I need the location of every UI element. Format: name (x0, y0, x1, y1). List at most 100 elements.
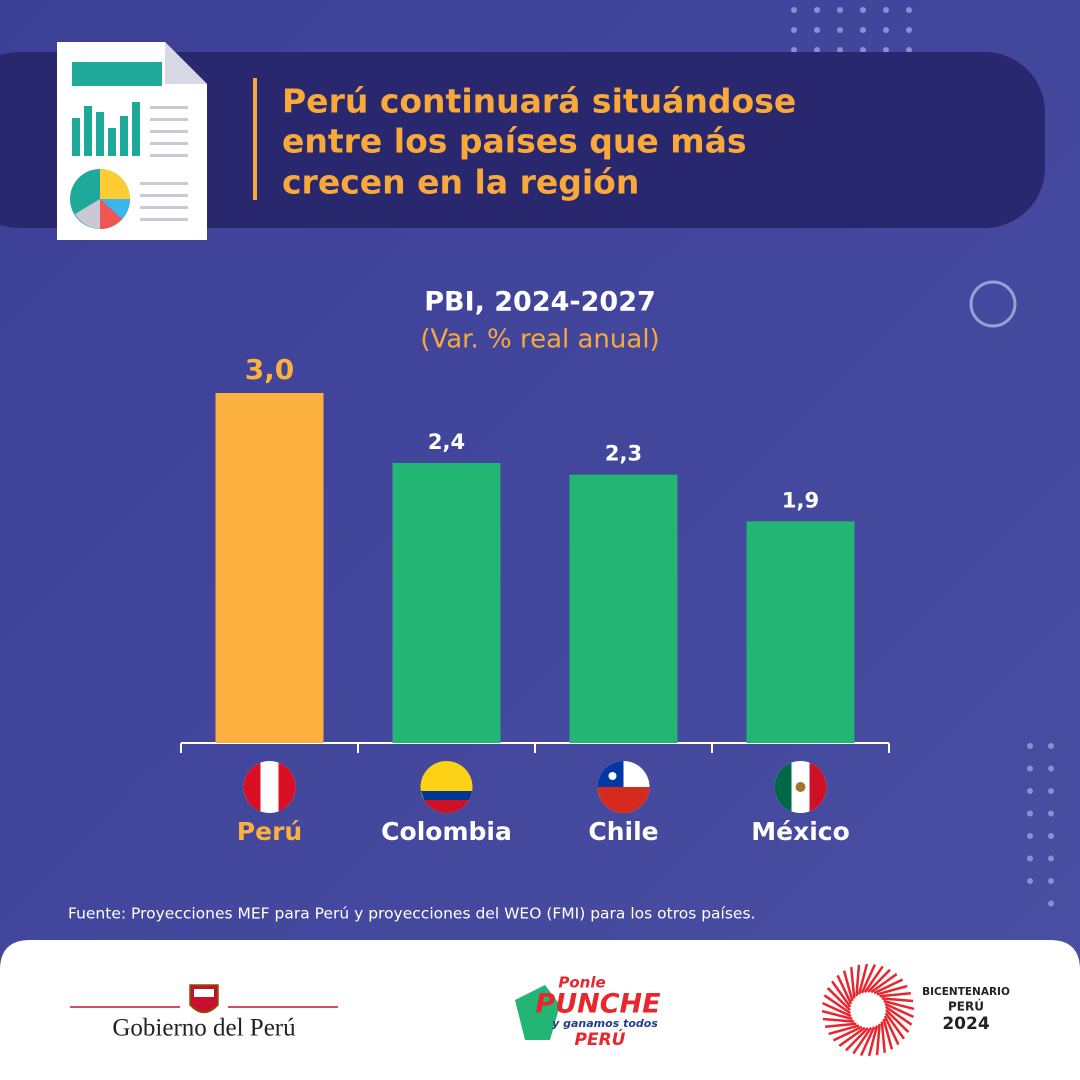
ray (883, 999, 915, 1011)
bar-chart: 3,0 Perú 2,4 Colombia 2,3 Chile 1,9 México (180, 353, 890, 846)
dot (1048, 878, 1054, 884)
bar (215, 393, 324, 743)
dot (883, 27, 889, 33)
headline: Perú continuará situándose (282, 82, 796, 121)
category-label: Colombia (381, 817, 512, 846)
flag (774, 762, 792, 812)
flag (795, 782, 806, 792)
dot (860, 27, 866, 33)
bar (569, 474, 678, 743)
punche-text: PUNCHE (535, 989, 661, 1020)
category-label: Chile (588, 817, 658, 846)
chart-title: PBI, 2024-2027 (424, 287, 656, 318)
bicentenario-logo (821, 963, 915, 1057)
ray (828, 1024, 860, 1036)
ray (831, 980, 852, 1008)
dot (906, 27, 912, 33)
dot (1048, 810, 1054, 817)
dot (1048, 765, 1054, 772)
header-band (0, 52, 1045, 228)
headline: entre los países que más (282, 122, 747, 161)
punche-text: PERÚ (575, 1028, 626, 1050)
header-accent (253, 78, 257, 200)
ray (876, 984, 908, 996)
ray (867, 1025, 879, 1057)
punche-text: y ganamos todos (552, 1017, 658, 1030)
value-label: 1,9 (782, 488, 819, 512)
dot (837, 27, 843, 33)
ray (852, 1027, 873, 1055)
dot (1027, 743, 1033, 749)
dot (1027, 855, 1033, 862)
headline: crecen en la región (282, 163, 639, 202)
flag (608, 772, 617, 780)
ray (842, 970, 854, 1002)
flag (424, 800, 469, 813)
value-label: 2,3 (605, 442, 642, 466)
decoration (791, 7, 1054, 907)
ring (969, 280, 1017, 328)
ray (863, 965, 884, 993)
bicentenario-text: PERÚ (948, 999, 984, 1014)
flag (420, 791, 473, 800)
dot (906, 7, 912, 13)
dot (1048, 855, 1054, 862)
dot (837, 7, 843, 13)
dot (1027, 810, 1033, 817)
ray (826, 987, 851, 1011)
dot (860, 47, 866, 53)
dot (1027, 788, 1033, 794)
chart-subtitle: (Var. % real anual) (420, 325, 659, 355)
ray (873, 978, 904, 995)
flag (597, 787, 650, 813)
ray (855, 964, 861, 997)
gobierno-text: Gobierno del Perú (112, 1015, 296, 1042)
document-icon (57, 42, 207, 240)
flag (278, 762, 296, 812)
dot (883, 47, 889, 53)
dot (814, 7, 820, 13)
ray (867, 968, 891, 993)
ray (870, 973, 898, 994)
ray (879, 992, 911, 998)
ray (822, 1017, 855, 1023)
dot (814, 47, 820, 53)
bicentenario-text: BICENTENARIO (922, 986, 1010, 998)
dot (814, 27, 820, 33)
dot (1048, 743, 1054, 749)
ray (875, 1023, 881, 1056)
flag (243, 762, 261, 812)
ray (850, 967, 856, 999)
ray (859, 1026, 876, 1056)
ray (838, 1026, 866, 1047)
ray (880, 1021, 886, 1053)
punche-logo: Ponle PUNCHE y ganamos todos PERÚ (515, 974, 661, 1050)
punche-text: Ponle (558, 974, 605, 992)
ray (832, 1025, 863, 1042)
dot (791, 47, 797, 53)
ray (857, 963, 869, 995)
ray (821, 1009, 853, 1021)
dot (1048, 900, 1054, 907)
dot (791, 7, 797, 13)
category-label: México (751, 817, 850, 846)
ray (884, 1012, 905, 1040)
value-label: 2,4 (428, 430, 465, 454)
bar (392, 463, 501, 743)
ray (882, 1018, 894, 1050)
gobierno-logo: Gobierno del Perú (70, 984, 338, 1042)
bicentenario-text: 2024 (942, 1014, 989, 1034)
ray (836, 974, 853, 1005)
dot (1048, 788, 1054, 794)
dot (883, 7, 889, 13)
dot (1027, 833, 1033, 839)
dot (1027, 765, 1033, 772)
dot (791, 27, 797, 33)
ray (823, 994, 851, 1015)
dot (1027, 878, 1033, 884)
ray (883, 1015, 900, 1046)
ray (822, 1001, 852, 1018)
source-note: Fuente: Proyecciones MEF para Perú y pro… (68, 905, 755, 923)
value-label: 3,0 (245, 353, 295, 386)
